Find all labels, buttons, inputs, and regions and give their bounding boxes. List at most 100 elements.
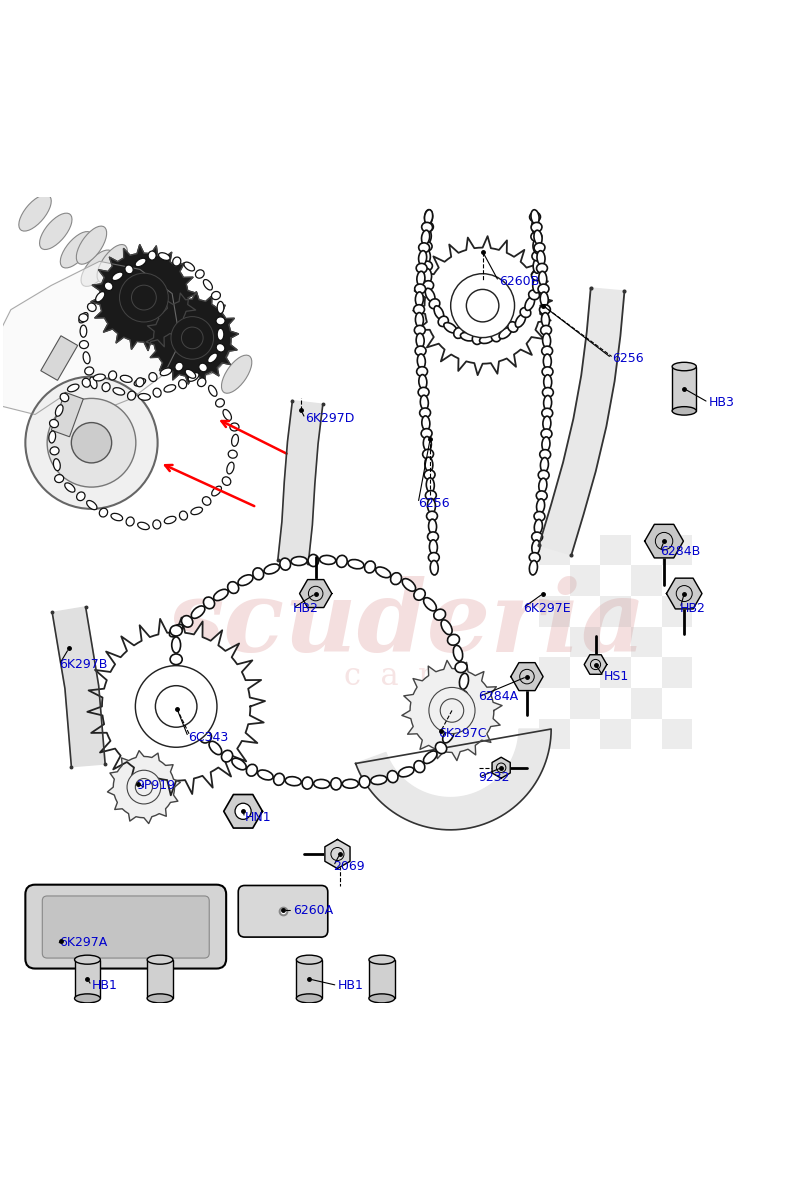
Ellipse shape [414,346,426,355]
Ellipse shape [109,371,117,380]
Ellipse shape [454,662,466,673]
Ellipse shape [507,322,517,332]
Ellipse shape [414,761,424,773]
Text: 9P919: 9P919 [135,779,174,792]
Text: HB1: HB1 [92,979,118,992]
Polygon shape [413,236,551,376]
Ellipse shape [87,500,97,510]
Ellipse shape [543,374,551,389]
Ellipse shape [302,778,312,790]
Ellipse shape [421,241,431,251]
Ellipse shape [134,378,145,386]
Ellipse shape [111,514,122,521]
Ellipse shape [499,328,511,338]
Ellipse shape [223,409,231,420]
Ellipse shape [421,416,429,431]
Ellipse shape [217,301,224,313]
Ellipse shape [211,292,220,300]
Ellipse shape [531,540,539,554]
Circle shape [496,763,505,773]
Ellipse shape [538,271,546,286]
Text: 6K297E: 6K297E [522,601,570,614]
Ellipse shape [424,457,432,472]
Ellipse shape [204,598,214,608]
Ellipse shape [540,325,551,335]
Text: HB2: HB2 [293,601,319,614]
Ellipse shape [82,378,90,388]
Ellipse shape [138,394,150,401]
Ellipse shape [539,450,550,460]
Ellipse shape [173,257,181,266]
Ellipse shape [290,557,307,565]
Text: 9232: 9232 [478,770,509,784]
Circle shape [654,533,672,550]
Ellipse shape [148,372,157,382]
Ellipse shape [88,304,96,312]
Ellipse shape [122,287,155,323]
Ellipse shape [534,511,544,521]
Bar [539,658,569,688]
Ellipse shape [127,391,135,400]
Ellipse shape [418,388,428,397]
Ellipse shape [158,253,169,260]
Ellipse shape [423,470,435,480]
Ellipse shape [96,292,105,302]
Circle shape [127,770,161,804]
Ellipse shape [159,300,189,338]
Polygon shape [88,618,264,796]
Text: 6K297D: 6K297D [305,412,354,425]
Ellipse shape [421,230,429,245]
Ellipse shape [543,416,550,431]
Ellipse shape [285,776,301,786]
Ellipse shape [135,258,146,266]
Ellipse shape [126,517,134,526]
Ellipse shape [422,222,433,232]
Ellipse shape [423,598,436,611]
Ellipse shape [398,767,414,776]
Ellipse shape [430,560,438,575]
Ellipse shape [83,352,90,364]
Polygon shape [510,662,543,690]
Ellipse shape [19,194,51,232]
Bar [661,658,692,688]
Ellipse shape [444,323,457,332]
Circle shape [466,289,498,322]
Ellipse shape [422,248,430,263]
Ellipse shape [423,269,431,283]
Ellipse shape [421,222,432,232]
Ellipse shape [387,770,397,782]
Ellipse shape [539,292,547,306]
Ellipse shape [101,269,134,305]
Ellipse shape [542,367,552,377]
Ellipse shape [530,232,541,241]
Ellipse shape [230,424,238,431]
Ellipse shape [79,341,88,348]
Text: 6K297B: 6K297B [59,658,108,671]
Circle shape [234,803,251,820]
Ellipse shape [427,532,438,541]
Ellipse shape [99,509,108,517]
Polygon shape [539,288,624,554]
Ellipse shape [525,296,534,311]
Bar [630,626,661,658]
Ellipse shape [453,646,462,661]
Ellipse shape [213,589,228,600]
Ellipse shape [147,994,173,1003]
FancyBboxPatch shape [42,896,209,958]
Ellipse shape [185,370,195,378]
Ellipse shape [216,317,225,325]
Ellipse shape [180,318,210,356]
Ellipse shape [542,388,552,397]
Ellipse shape [125,265,133,274]
Ellipse shape [434,306,443,319]
Text: 6260B: 6260B [498,275,539,288]
Ellipse shape [427,498,435,512]
Ellipse shape [532,239,540,253]
Ellipse shape [252,568,264,580]
Ellipse shape [539,478,547,493]
Ellipse shape [424,210,432,224]
Text: c  a  r  s: c a r s [344,661,467,692]
Ellipse shape [203,280,212,290]
Ellipse shape [448,718,461,728]
Ellipse shape [216,398,224,407]
